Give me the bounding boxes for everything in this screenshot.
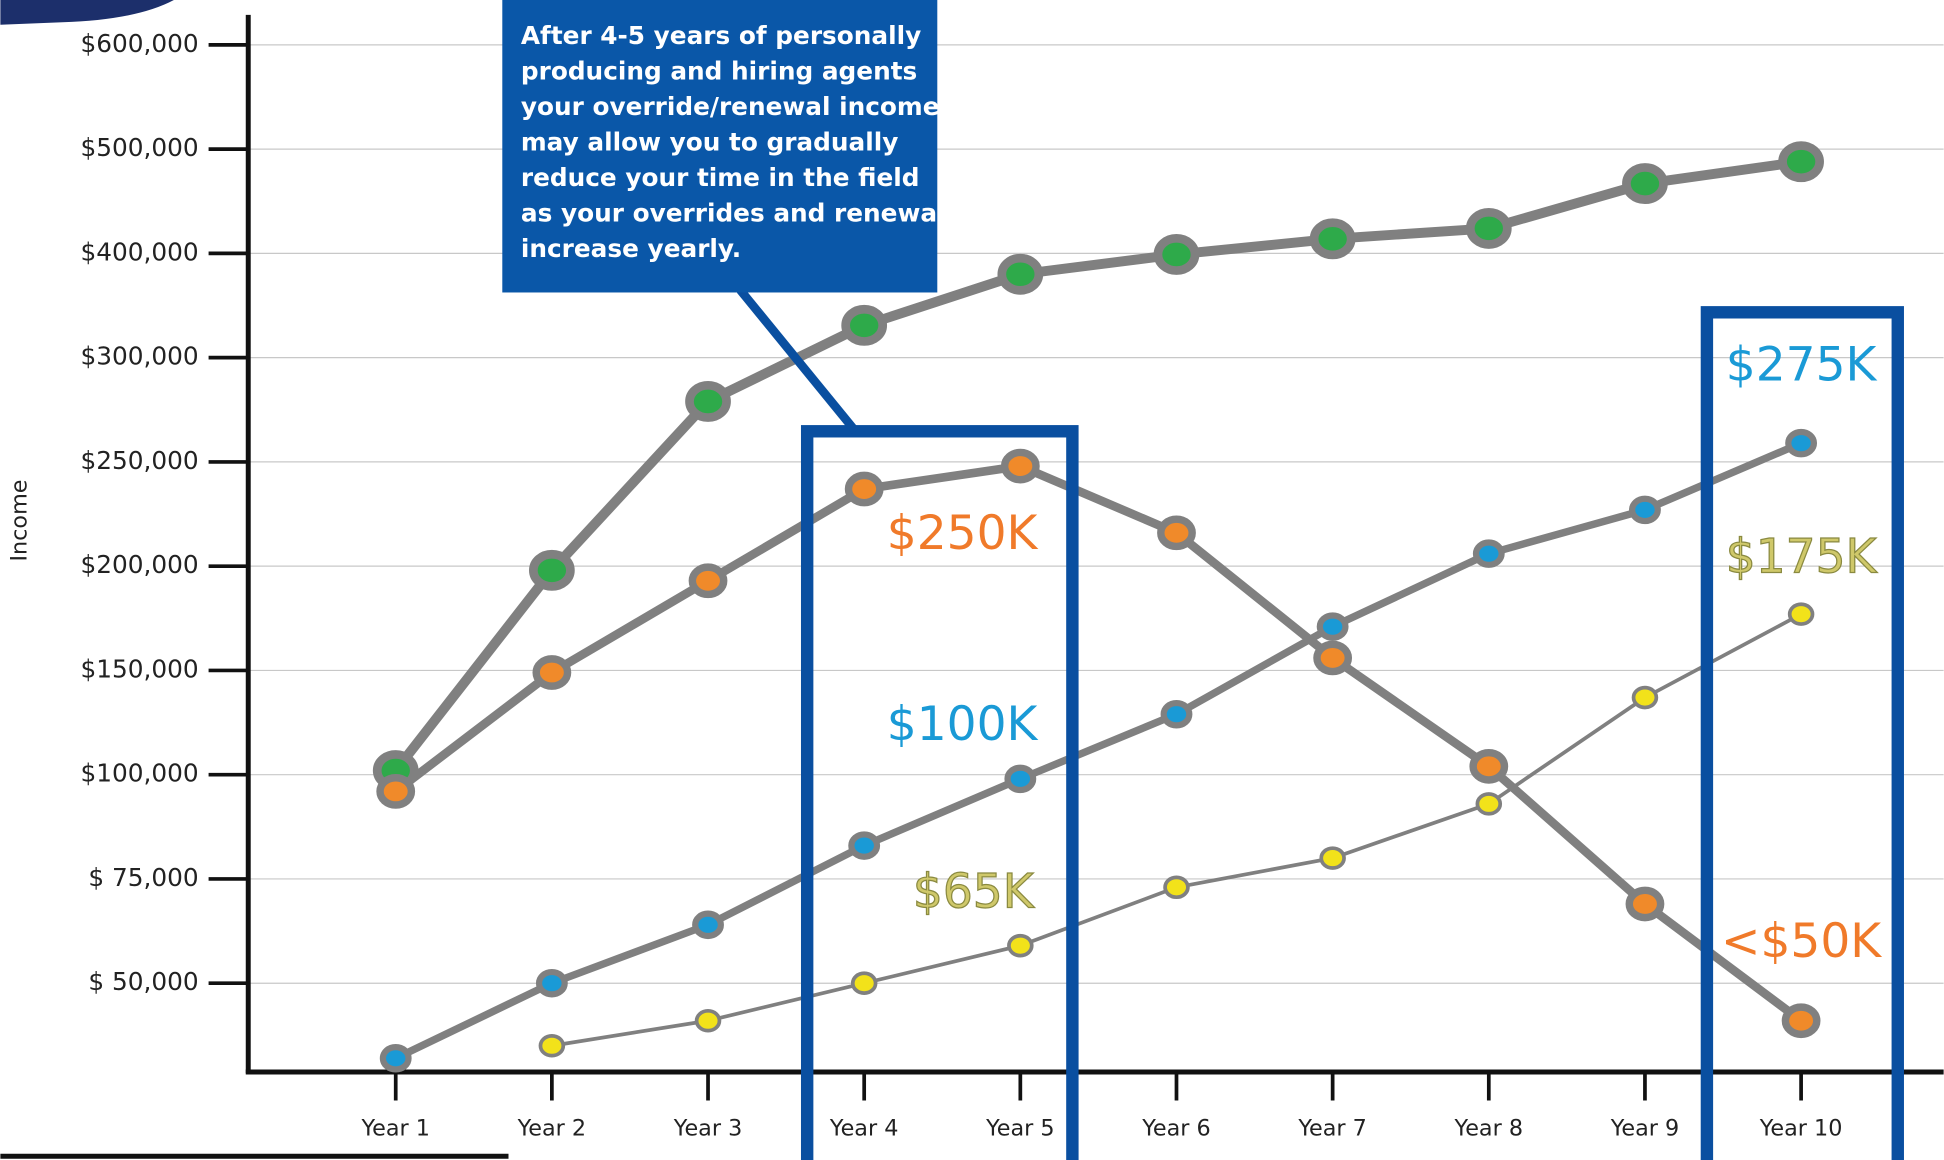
point (529, 549, 575, 591)
overlay: After 4-5 years of personally producing a… (521, 21, 1882, 969)
point (1004, 764, 1037, 794)
x-tick-label: Year 4 (829, 1116, 898, 1142)
point (848, 831, 881, 860)
annotation: $275K (1726, 338, 1878, 393)
annotation: $250K (887, 506, 1039, 561)
point (1787, 602, 1815, 626)
callout-text: may allow you to gradually (521, 128, 898, 157)
x-tick-label: Year 3 (673, 1116, 742, 1142)
callout-text: reduce your time in the field (521, 163, 920, 192)
x-tick-label: Year 10 (1759, 1116, 1843, 1142)
series-line (391, 156, 1802, 774)
point (1465, 207, 1512, 249)
highlight-box (800, 425, 1079, 1160)
point (1625, 886, 1665, 922)
x-tick-label: Year 8 (1454, 1116, 1523, 1142)
point (1160, 699, 1193, 729)
y-tick-label: $200,000 (80, 550, 198, 579)
point (1472, 539, 1505, 568)
highlight-box (1700, 306, 1904, 1160)
point (532, 655, 572, 690)
x-tick-label: Year 5 (985, 1116, 1054, 1142)
y-tick-label: $150,000 (80, 654, 198, 683)
point (1319, 846, 1346, 870)
point (841, 304, 888, 346)
callout-text: your override/renewal income (521, 92, 940, 121)
point (1778, 141, 1824, 183)
point (688, 563, 728, 599)
point (1629, 495, 1661, 525)
callout-text: increase yearly. (521, 234, 741, 263)
point (379, 1044, 412, 1073)
x-tick-label: Year 9 (1610, 1116, 1679, 1142)
logo-fragment (0, 0, 174, 25)
point (1785, 428, 1818, 458)
annotation: $175K (1726, 530, 1878, 585)
y-tick-label: $ 75,000 (88, 863, 198, 892)
point (1781, 1003, 1821, 1039)
y-tick-label: $250,000 (80, 446, 198, 475)
callout-text: After 4-5 years of personally (521, 21, 921, 50)
point (844, 471, 884, 507)
y-axis-label: Income (7, 479, 33, 561)
y-tick-label: $100,000 (80, 759, 198, 788)
point (694, 1008, 722, 1033)
x-tick-label: Year 6 (1141, 1116, 1210, 1142)
y-tick-label: $400,000 (80, 237, 198, 266)
x-tick-label: Year 7 (1297, 1116, 1366, 1142)
point (1163, 875, 1190, 900)
callout-text: producing and hiring agents (521, 57, 917, 86)
point (1475, 792, 1503, 816)
point (376, 774, 416, 809)
y-tick-label: $300,000 (80, 342, 198, 371)
point (850, 971, 878, 995)
point (1631, 685, 1659, 710)
point (1469, 748, 1509, 784)
annotation: <$50K (1721, 914, 1882, 969)
point (1000, 448, 1040, 484)
point (538, 1033, 566, 1058)
point (1316, 612, 1349, 641)
callout-pointer (736, 287, 859, 435)
x-tick-label: Year 1 (360, 1116, 429, 1142)
y-tick-label: $600,000 (80, 29, 198, 58)
annotation: $65K (913, 864, 1035, 919)
annotation: $100K (887, 697, 1039, 752)
point (1157, 515, 1196, 551)
series-line (394, 439, 1803, 1062)
point (1622, 163, 1668, 205)
y-tick-label: $ 50,000 (88, 967, 198, 996)
grid: $ 50,000 $ 75,000 $100,000 $150,000 $200,000… (80, 29, 1944, 1142)
point (1007, 933, 1034, 958)
x-tick-label: Year 2 (517, 1116, 586, 1142)
point (535, 968, 568, 998)
y-tick-label: $500,000 (80, 133, 198, 162)
point (1153, 234, 1200, 275)
point (692, 910, 724, 940)
series-line (393, 461, 1804, 1025)
point (1309, 218, 1356, 260)
callout-text: as your overrides and renewals (521, 198, 960, 227)
point (997, 253, 1044, 295)
callout-box (502, 0, 938, 293)
series-line (551, 612, 1802, 1048)
point (685, 381, 731, 422)
lines (372, 141, 1824, 1073)
point (1313, 640, 1353, 676)
